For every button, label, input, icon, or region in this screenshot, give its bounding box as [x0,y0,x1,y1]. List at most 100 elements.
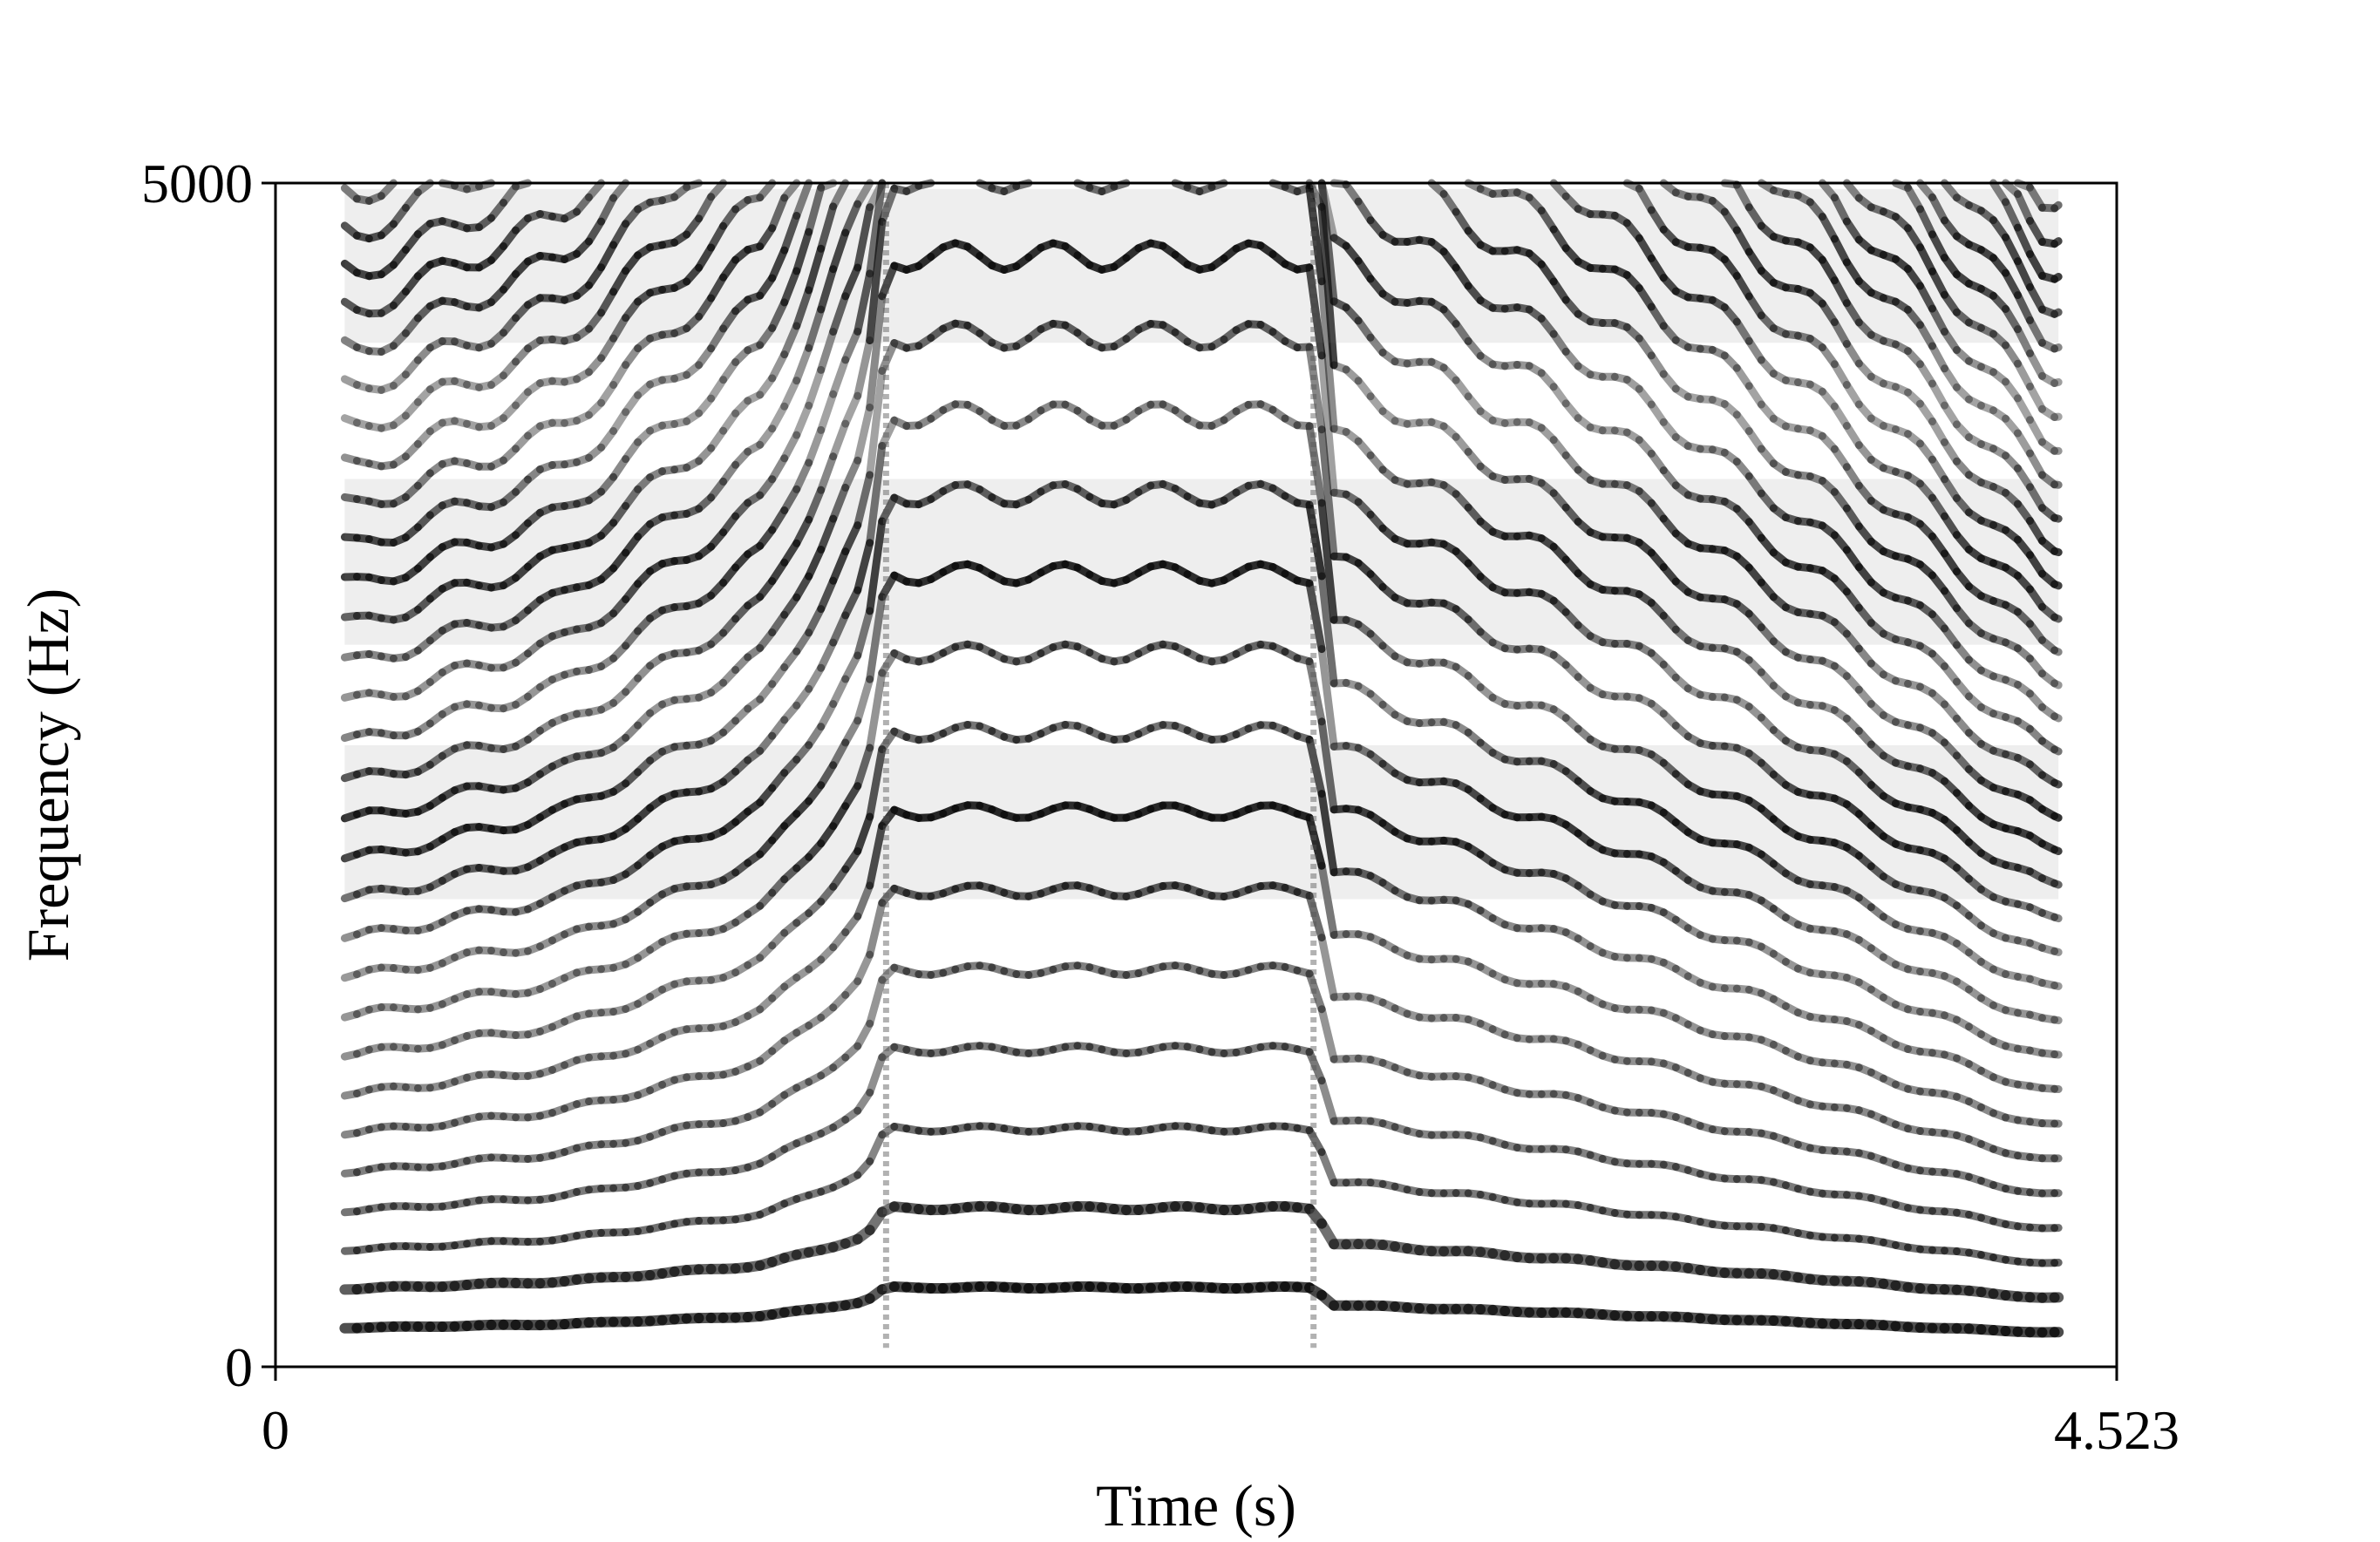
harmonic-segment [438,1077,459,1090]
harmonic-segment [829,419,850,461]
harmonic-segment [683,693,704,703]
harmonic-segment [512,1030,532,1039]
harmonic-segment [1867,455,1887,472]
harmonic-segment [634,1132,655,1145]
harmonic-segment [451,1115,471,1127]
harmonic-segment [1317,179,1338,242]
harmonic-segment [2014,717,2034,733]
harmonic-segment [2026,183,2046,212]
harmonic-segment [340,414,361,427]
harmonic-segment [1378,642,1399,661]
harmonic-segment [1708,982,1729,993]
harmonic-segment [425,668,446,686]
harmonic-segment [2014,429,2034,458]
harmonic-segment [670,183,691,201]
harmonic-segment [1916,1127,1936,1137]
harmonic-segment [2026,975,2046,987]
harmonic-segment [829,483,850,523]
harmonic-segment [1574,673,1595,692]
harmonic-segment [438,703,459,718]
harmonic-segment [1989,445,2009,460]
harmonic-segment [1977,401,1997,415]
harmonic-2 [339,1200,2064,1303]
harmonic-segment [1488,360,1509,370]
harmonic-segment [2050,812,2063,822]
harmonic-segment [670,370,691,383]
harmonic-segment [2014,1080,2034,1090]
harmonic-segment [548,670,568,684]
harmonic-segment [658,649,679,662]
harmonic-segment [866,1053,887,1097]
harmonic-segment [1696,1122,1717,1134]
harmonic-segment [487,1111,507,1121]
harmonic-segment [585,1052,606,1062]
harmonic-segment [1354,437,1375,459]
harmonic-segment [1977,440,1997,453]
harmonic-segment [573,1097,593,1109]
harmonic-segment [817,638,838,672]
harmonic-segment [1610,372,1631,384]
harmonic-segment [866,669,887,752]
harmonic-segment [1378,998,1399,1013]
harmonic-segment [1305,263,1326,360]
harmonic-segment [1622,323,1643,343]
harmonic-segment [768,663,789,689]
harmonic-segment [1891,920,1912,934]
harmonic-segment [413,963,434,975]
harmonic-segment [780,1139,801,1153]
harmonic-segment [1708,396,1729,408]
harmonic-segment [780,485,801,514]
harmonic-segment [634,473,655,493]
harmonic-segment [805,605,826,637]
harmonic-segment [2050,913,2063,923]
harmonic-segment [377,179,398,200]
harmonic-segment [548,713,568,727]
harmonic-segment [1366,629,1387,650]
harmonic-segment [1818,656,1839,670]
harmonic-segment [1769,905,1790,922]
harmonic-segment [487,988,507,997]
harmonic-segment [1317,934,1338,1002]
harmonic-segment [1732,1080,1753,1089]
harmonic-segment [658,419,679,430]
harmonic-segment [1244,400,1265,409]
harmonic-segment [1391,1004,1411,1018]
harmonic-segment [1744,336,1765,364]
harmonic-segment [683,361,704,379]
harmonic-segment [1818,702,1839,715]
harmonic-segment [1793,920,1814,933]
harmonic-segment [951,400,972,409]
harmonic-segment [573,922,593,934]
harmonic-segment [1904,965,1924,975]
harmonic-segment [1989,1073,2009,1086]
harmonic-segment [1977,1139,1997,1153]
harmonic-segment [1805,380,1826,396]
harmonic-segment [1647,903,1668,917]
harmonic-segment [1781,1136,1802,1149]
harmonic-segment [1317,861,1338,940]
harmonic-segment [2002,1149,2022,1160]
harmonic-segment [352,1125,373,1138]
harmonic-segment [573,1053,593,1064]
harmonic-segment [1953,346,1973,365]
harmonic-segment [1805,426,1826,440]
harmonic-segment [1537,701,1558,714]
harmonic-segment [561,1144,581,1157]
harmonic-21 [340,179,2063,656]
harmonic-segment [622,438,643,464]
harmonic-segment [792,179,813,220]
harmonic-segment [1916,243,1936,275]
harmonic-segment [744,391,765,405]
harmonic-segment [1879,670,1900,685]
harmonic-segment [1696,1026,1717,1039]
harmonic-segment [1989,965,2009,978]
harmonic-segment [1671,1113,1692,1125]
harmonic-segment [352,1005,373,1018]
harmonic-segment [1439,717,1460,730]
harmonic-segment [463,341,483,352]
harmonic-segment [1391,652,1411,667]
harmonic-segment [756,731,777,755]
harmonic-segment [1830,1059,1851,1069]
harmonic-segment [2002,377,2022,403]
harmonic-segment [1635,642,1656,657]
